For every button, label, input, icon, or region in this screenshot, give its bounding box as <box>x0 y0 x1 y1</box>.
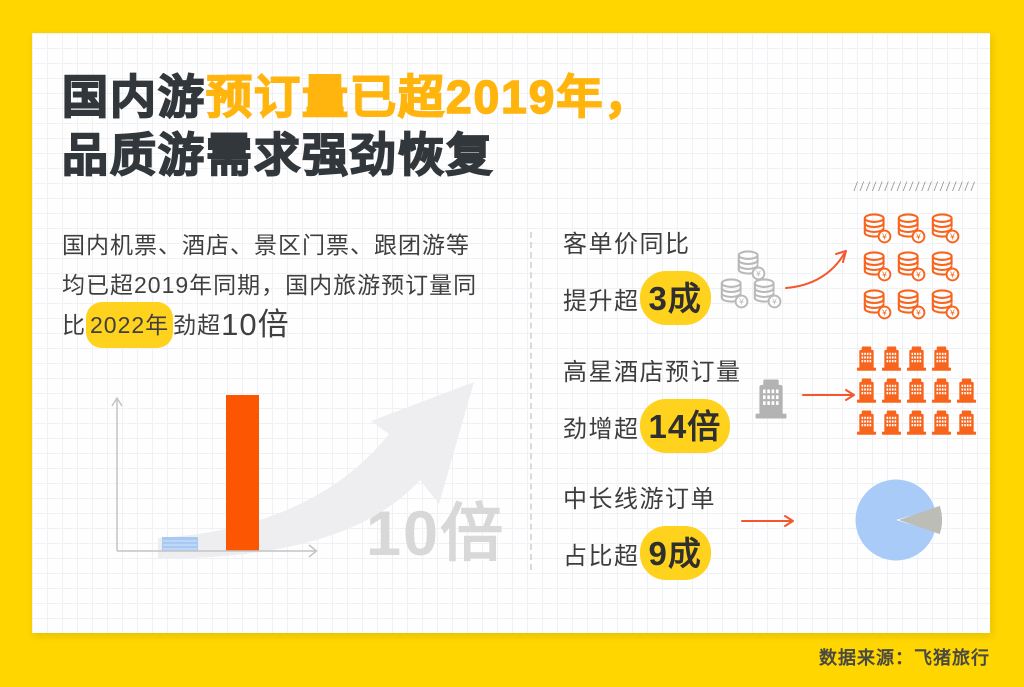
yuan-symbol: ¥ <box>771 297 777 307</box>
hotel-building-icon <box>856 378 877 403</box>
stat-line2: 提升超 3成 <box>563 271 711 325</box>
infographic-card: 国内游预订量已超2019年， 品质游需求强劲恢复 ///////////////… <box>32 33 990 633</box>
coin-stack-icon: ¥ <box>897 289 926 320</box>
year-highlight: 2022年 <box>86 302 174 348</box>
yuan-symbol: ¥ <box>915 232 921 242</box>
coin-stack-icon: ¥ <box>931 213 960 244</box>
hotel-row <box>856 377 986 403</box>
yuan-symbol: ¥ <box>881 232 887 242</box>
coin-stack-icon: ¥ <box>863 251 892 282</box>
stat-long-distance: 中长线游订单 占比超 9成 <box>563 479 716 580</box>
hotels-orange-grid <box>856 345 986 441</box>
hotel-building-icon <box>906 346 927 371</box>
pie-slice-main <box>855 479 935 561</box>
intro-multiplier: 10倍 <box>221 307 290 342</box>
stat-avg-price: 客单价同比 提升超 3成 <box>563 224 711 325</box>
intro-line3-prefix: 比 <box>62 312 86 338</box>
title-line2: 品质游需求强劲恢复 <box>61 128 494 182</box>
hotel-building-icon <box>956 410 977 435</box>
yuan-symbol: ¥ <box>881 308 887 318</box>
stat-line2: 劲增超 14倍 <box>563 399 742 453</box>
stat-line1: 客单价同比 <box>563 231 691 258</box>
hotel-building-icon <box>856 346 877 371</box>
yuan-symbol: ¥ <box>949 308 955 318</box>
data-source-label: 数据来源：飞猪旅行 <box>819 648 990 668</box>
yuan-symbol: ¥ <box>881 270 887 280</box>
hotel-row <box>856 409 986 435</box>
yuan-symbol: ¥ <box>915 308 921 318</box>
intro-line1: 国内机票、酒店、景区门票、跟团游等 <box>62 232 470 258</box>
stat-highlight: 3成 <box>639 271 711 325</box>
hotel-building-icon <box>881 346 902 371</box>
coin-stack-icon: ¥ <box>720 278 749 309</box>
yuan-symbol: ¥ <box>755 269 761 279</box>
coin-stack-icon: ¥ <box>897 213 926 244</box>
hotel-building-icon <box>931 378 952 403</box>
intro-line3: 比 2022年 劲超 10倍 <box>62 302 477 348</box>
stat-highlight: 14倍 <box>639 399 731 453</box>
curved-up-arrow-icon <box>785 250 847 289</box>
vertical-dashed-divider <box>530 232 532 570</box>
stat-prefix: 提升超 <box>563 287 640 315</box>
growth-arrow-watermark <box>158 382 474 559</box>
hotel-building-icon <box>956 378 977 403</box>
right-arrow-icon <box>741 515 794 527</box>
title-line1: 国内游预订量已超2019年， <box>61 68 653 126</box>
right-arrow-icon <box>802 389 855 401</box>
hotel-building-icon <box>931 410 952 435</box>
coin-stack-icon: ¥ <box>931 289 960 320</box>
intro-line2: 均已超2019年同期，国内旅游预订量同 <box>62 272 478 298</box>
hotel-building-icon <box>931 346 952 371</box>
pie-slice-other <box>898 505 942 535</box>
coin-stack-icon: ¥ <box>931 251 960 282</box>
pie-chart <box>855 479 942 561</box>
title-dark-part: 国内游 <box>61 70 206 124</box>
hotel-building-icon <box>856 410 877 435</box>
yuan-symbol: ¥ <box>915 270 921 280</box>
stat-hotel-bookings: 高星酒店预订量 劲增超 14倍 <box>563 352 742 453</box>
intro-paragraph: 国内机票、酒店、景区门票、跟团游等 均已超2019年同期，国内旅游预订量同 比 … <box>62 225 478 348</box>
stat-prefix: 劲增超 <box>563 415 640 443</box>
stat-line1: 中长线游订单 <box>563 486 716 513</box>
stat-line2: 占比超 9成 <box>563 526 716 580</box>
stat-highlight: 9成 <box>639 526 711 580</box>
coin-stack-icon: ¥ <box>863 289 892 320</box>
coins-orange-grid: ¥ ¥ ¥ ¥ <box>862 212 966 321</box>
page-title: 国内游预订量已超2019年， 品质游需求强劲恢复 <box>61 68 653 184</box>
hotel-building-icon <box>881 378 902 403</box>
hotel-building-icon <box>881 410 902 435</box>
coin-stack-icon: ¥ <box>897 251 926 282</box>
hotel-row <box>856 345 986 371</box>
coin-stack-icon: ¥ <box>753 278 782 309</box>
title-gold-part: 预订量已超2019年， <box>205 70 653 124</box>
bar-chart <box>111 395 318 558</box>
stat-prefix: 占比超 <box>563 542 640 570</box>
hatch-decoration: //////////////////// <box>853 180 977 195</box>
bar-2023 <box>226 395 259 551</box>
yuan-symbol: ¥ <box>738 297 744 307</box>
watermark-label: 10倍 <box>366 499 506 569</box>
chart-axes <box>111 396 318 558</box>
hotel-building-icon <box>906 378 927 403</box>
hotel-building-icon <box>755 379 787 419</box>
yuan-symbol: ¥ <box>949 232 955 242</box>
coins-gray-cluster: ¥ ¥ ¥ <box>719 249 785 311</box>
coin-stack-icon: ¥ <box>863 213 892 244</box>
hotel-building-icon <box>906 410 927 435</box>
hotel-gray-icon <box>754 377 788 424</box>
yuan-symbol: ¥ <box>949 270 955 280</box>
intro-line3-mid: 劲超 <box>173 312 222 338</box>
stat-line1: 高星酒店预订量 <box>563 359 742 386</box>
